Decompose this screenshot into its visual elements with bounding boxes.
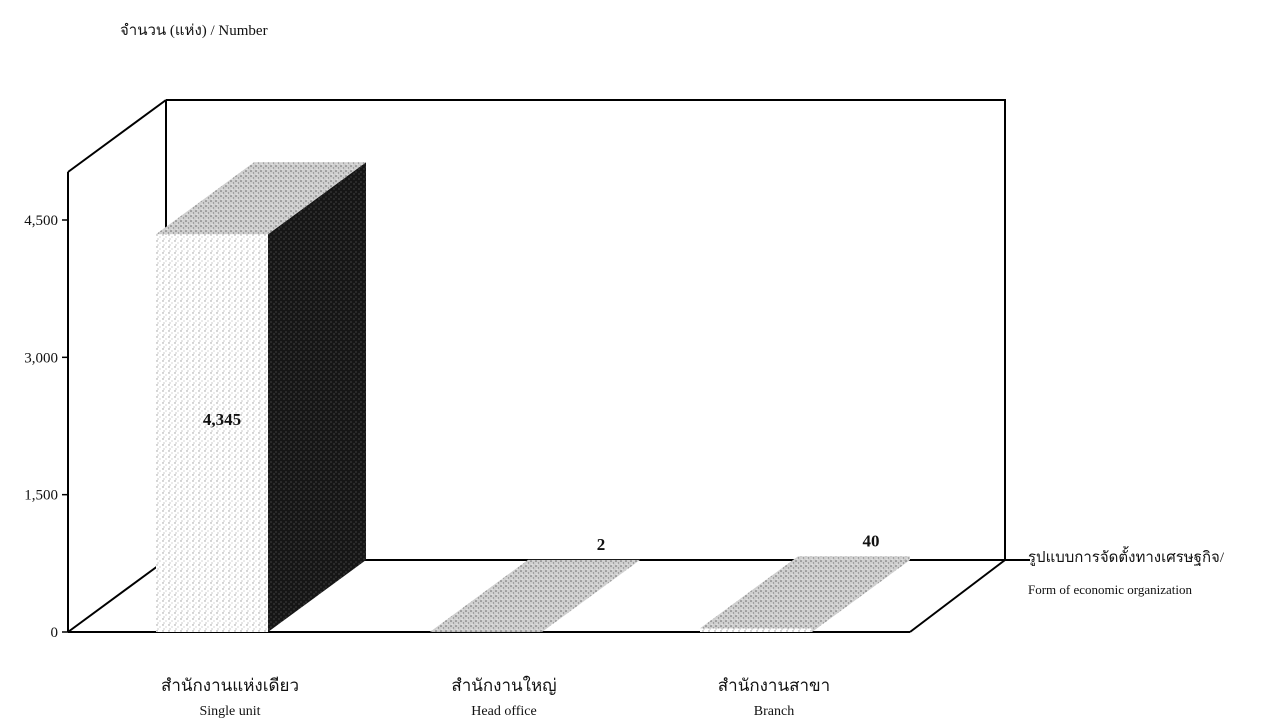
bar: 2	[430, 535, 640, 632]
bars: 4,345 2 40	[156, 162, 910, 633]
bar-front-face	[700, 628, 812, 632]
floor-right-edge	[909, 559, 1006, 633]
y-tick-label: 0	[51, 625, 59, 641]
bar-side-face	[542, 559, 640, 632]
y-axis-title: จำนวน (แห่ง) / Number	[120, 23, 268, 39]
category-label-th: สำนักงานใหญ่	[451, 676, 557, 695]
y-tick-label: 3,000	[24, 350, 58, 366]
category-label-th: สำนักงานแห่งเดียว	[160, 676, 300, 695]
bar-front-face	[156, 234, 268, 633]
bar-top-face	[430, 559, 640, 632]
bar: 40	[700, 531, 910, 632]
bar-value-label: 40	[863, 531, 880, 550]
x-axis-title-en: Form of economic organization	[1028, 582, 1193, 597]
category-label-th: สำนักงานสาขา	[717, 676, 831, 695]
y-tick-label: 1,500	[24, 488, 58, 504]
y-axis: 0 1,500 3,000 4,500	[24, 213, 68, 641]
left-floor-edge	[67, 559, 167, 633]
bar-side-face	[268, 162, 366, 633]
bar-side-face	[812, 556, 910, 632]
bar-top-face	[700, 556, 910, 629]
category-label-en: Branch	[753, 704, 795, 719]
left-wall-top-edge	[67, 99, 167, 173]
bar-value-label: 4,345	[203, 410, 241, 429]
bar-value-label: 2	[597, 535, 606, 554]
bar-top-face	[156, 162, 366, 235]
category-label-en: Head office	[471, 704, 537, 719]
x-axis-title-th: รูปแบบการจัดตั้งทางเศรษฐกิจ/	[1028, 550, 1224, 566]
y-tick-label: 4,500	[24, 213, 58, 229]
category-label-en: Single unit	[199, 704, 261, 719]
bar: 4,345	[156, 162, 366, 633]
